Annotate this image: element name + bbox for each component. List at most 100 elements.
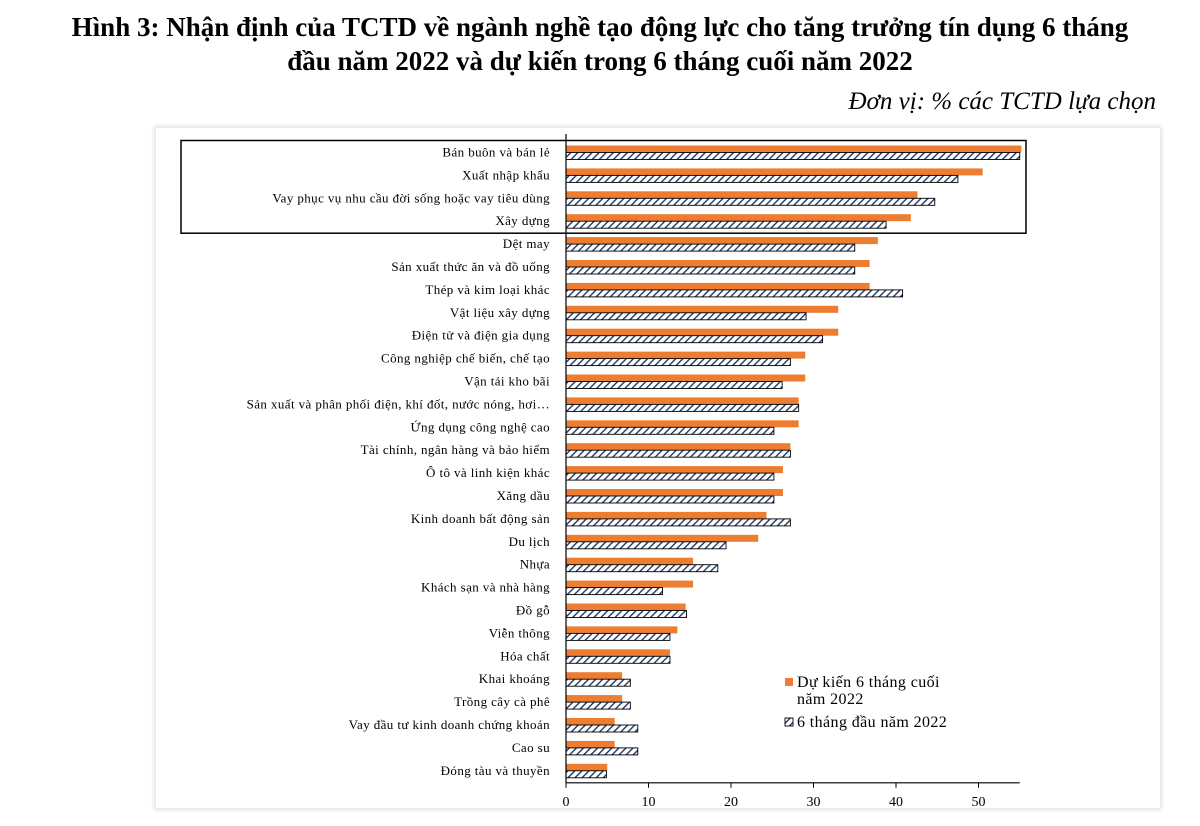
x-tick-label: 0 [563,795,570,808]
bar-forecast [566,191,918,199]
x-tick-label: 30 [807,795,821,808]
category-label: Cao su [512,740,550,755]
category-label: Hóa chất [500,648,550,663]
bar-forecast [566,168,983,176]
x-tick-label: 50 [972,795,986,808]
category-label: Đồ gỗ [516,603,550,618]
bar-forecast [566,763,608,771]
bar-forecast [566,351,806,359]
bar-forecast [566,718,615,725]
x-tick-label: 40 [889,795,903,808]
bar-first-half [565,403,800,412]
bar-first-half [565,381,783,389]
bar-first-half [565,770,607,779]
legend-label-forecast: Dự kiến 6 tháng cuối năm 2022 [797,674,940,708]
category-label: Kinh doanh bất động sản [411,511,550,526]
bar-first-half [565,632,671,641]
bar-forecast [566,397,799,405]
figure-title-line2: đầu năm 2022 và dự kiến trong 6 tháng cu… [287,46,913,76]
bar-forecast [566,557,694,565]
category-label: Dệt may [503,236,550,251]
unit-note: Đơn vị: % các TCTD lựa chọn [848,88,1157,115]
bar-first-half [565,541,727,550]
bar-forecast [566,580,694,588]
bar-chart: Bán buôn và bán lẻ Xuất nhập khẩu Vay phục… [180,134,1027,808]
category-label: Vay đầu tư kinh doanh chứng khoán [349,717,550,732]
bar-forecast [566,511,767,519]
category-label: Bán buôn và bán lẻ [442,145,550,160]
bar-first-half [565,197,936,206]
x-tick-label: 10 [642,795,656,808]
category-label: Ứng dụng công nghệ cao [411,419,550,434]
bar-forecast [566,260,870,267]
bar-forecast [566,305,839,313]
category-label: Khai khoáng [479,671,550,686]
category-label: Ô tô và linh kiện khác [426,465,550,480]
bar-first-half [565,564,719,573]
bar-first-half [565,518,791,527]
highlight-box [180,139,1027,234]
bar-forecast [566,420,799,428]
bar-first-half [565,358,791,367]
bar-first-half [565,266,856,275]
category-label: Nhựa [520,557,550,572]
category-label: Vật liệu xây dựng [450,305,550,320]
bar-first-half [565,610,687,618]
category-label: Vận tải kho bãi [464,374,550,389]
chart-area: Bán buôn và bán lẻ Xuất nhập khẩu Vay phục… [156,128,1160,808]
bar-first-half [565,426,775,435]
category-label: Điện tử và điện gia dụng [412,328,550,343]
bar-first-half [565,655,671,664]
bar-first-half [565,152,1021,160]
bar-forecast [566,740,615,748]
bar-forecast [566,214,911,222]
bar-first-half [565,678,631,687]
category-label: Du lịch [509,534,551,549]
bar-first-half [565,747,639,756]
bar-forecast [566,282,870,290]
figure-title-line1: Hình 3: Nhận định của TCTD về ngành nghề… [71,12,1129,42]
bar-forecast [566,374,806,382]
category-label: Trồng cây cà phê [454,694,550,709]
bar-forecast [566,328,839,336]
legend-label-first-half: 6 tháng đầu năm 2022 [797,714,947,731]
bar-first-half [565,174,959,183]
bar-first-half [565,312,807,321]
category-label: Sản xuất và phân phối điện, khí đốt, nướ… [247,396,550,411]
bar-forecast [566,672,623,680]
bar-first-half [565,243,856,252]
category-label: Viễn thông [489,625,550,640]
category-label: Xuất nhập khẩu [462,167,550,182]
category-label: Thép và kim loại khác [425,282,550,297]
legend-swatch-first-half [784,717,794,727]
category-label: Xây dựng [495,213,550,228]
bar-first-half [565,220,887,229]
bar-first-half [565,335,824,344]
bar-forecast [566,626,678,634]
bar-forecast [566,237,878,245]
legend-swatch-forecast [785,678,793,686]
bar-forecast [566,534,759,542]
bar-forecast [566,649,670,657]
category-label: Đóng tàu và thuyền [441,763,550,778]
bar-first-half [565,701,631,710]
category-label: Tài chính, ngân hàng và bảo hiểm [361,442,550,457]
bar-forecast [566,443,791,451]
legend-label-forecast-line2: năm 2022 [797,691,864,708]
bar-first-half [565,449,791,458]
bar-forecast [566,489,783,496]
category-label: Vay phục vụ nhu cầu đời sống hoặc vay ti… [272,190,550,205]
bar-forecast [566,603,686,611]
bar-first-half [565,495,775,504]
bar-forecast [566,466,783,474]
bar-forecast [566,695,623,703]
bar-first-half [565,587,663,596]
bar-forecast [566,145,1022,153]
category-label: Công nghiệp chế biến, chế tạo [381,351,550,366]
figure-title: Hình 3: Nhận định của TCTD về ngành nghề… [0,10,1200,78]
category-label: Xăng dầu [497,488,550,503]
x-tick-label: 20 [724,795,738,808]
bar-first-half [565,724,639,733]
category-label: Khách sạn và nhà hàng [421,580,550,595]
bar-first-half [565,472,775,481]
